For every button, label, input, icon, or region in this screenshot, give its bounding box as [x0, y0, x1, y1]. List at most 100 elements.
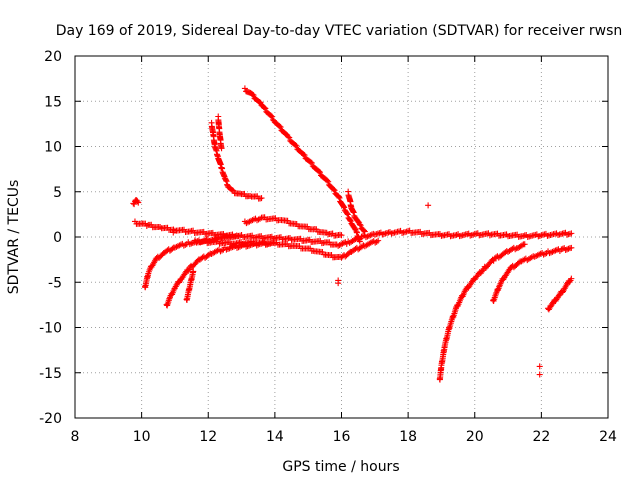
- x-tick-label: 12: [199, 429, 217, 445]
- x-tick-label: 24: [599, 429, 617, 445]
- y-tick-label: 20: [44, 49, 62, 65]
- data-point: [316, 169, 323, 176]
- data-point: [230, 187, 237, 194]
- data-point: [134, 198, 141, 205]
- data-point: [335, 280, 342, 287]
- data-point: [268, 112, 275, 119]
- data-point: [218, 247, 225, 254]
- data-point: [350, 208, 357, 215]
- data-point: [344, 211, 351, 218]
- data-point: [241, 85, 248, 92]
- data-point: [218, 145, 225, 152]
- y-tick-label: -15: [39, 366, 62, 382]
- data-point: [301, 152, 308, 159]
- data-point: [223, 178, 230, 185]
- data-point: [350, 209, 357, 216]
- data-point: [338, 232, 345, 239]
- data-point: [135, 199, 142, 206]
- x-tick-label: 8: [71, 429, 80, 445]
- data-point: [360, 227, 367, 234]
- y-tick-label: 0: [53, 230, 62, 246]
- data-point: [564, 246, 571, 253]
- y-axis-label: SDTVAR / TECUs: [6, 180, 22, 295]
- data-point: [356, 238, 363, 245]
- data-point: [269, 113, 276, 120]
- data-point: [166, 295, 173, 302]
- data-point: [357, 222, 364, 229]
- data-point: [375, 237, 382, 244]
- data-point: [520, 233, 527, 240]
- data-point: [325, 178, 332, 185]
- data-point: [425, 202, 432, 209]
- data-point: [340, 203, 347, 210]
- data-marks: [130, 85, 575, 383]
- data-point: [568, 244, 575, 251]
- data-point: [257, 215, 264, 222]
- data-point: [335, 193, 342, 200]
- x-tick-label: 16: [333, 429, 351, 445]
- data-point: [331, 187, 338, 194]
- data-point: [307, 159, 314, 166]
- data-point: [131, 201, 138, 208]
- data-point: [521, 241, 528, 248]
- data-point: [157, 223, 164, 230]
- data-point: [562, 246, 569, 253]
- data-point: [492, 291, 499, 298]
- data-point: [308, 159, 315, 166]
- data-point: [344, 210, 351, 217]
- y-tick-label: -10: [39, 321, 62, 337]
- data-point: [361, 228, 368, 235]
- data-point: [286, 134, 293, 141]
- data-point: [403, 228, 410, 235]
- data-point: [356, 221, 363, 228]
- data-point: [568, 230, 575, 237]
- data-point: [336, 194, 343, 201]
- x-axis-label: GPS time / hours: [282, 459, 399, 475]
- y-tick-label: 10: [44, 140, 62, 156]
- data-point: [256, 98, 263, 105]
- data-point: [223, 177, 230, 184]
- data-point: [496, 283, 503, 290]
- data-point: [479, 267, 486, 274]
- x-tick-label: 10: [133, 429, 151, 445]
- data-point: [512, 246, 519, 253]
- data-point: [453, 231, 460, 238]
- data-point: [324, 177, 331, 184]
- data-point: [568, 275, 575, 282]
- data-point: [249, 91, 256, 98]
- y-tick-label: 15: [44, 94, 62, 110]
- data-point: [355, 218, 362, 225]
- x-tick-label: 14: [266, 429, 284, 445]
- data-point: [341, 204, 348, 211]
- data-point: [558, 246, 565, 253]
- data-point: [352, 225, 359, 232]
- data-point: [330, 186, 337, 193]
- data-point: [559, 245, 566, 252]
- data-point: [347, 217, 354, 224]
- y-tick-label: 5: [53, 185, 62, 201]
- x-tick-label: 20: [466, 429, 484, 445]
- chart-title: Day 169 of 2019, Sidereal Day-to-day VTE…: [56, 23, 623, 39]
- x-tick-label: 22: [532, 429, 550, 445]
- data-point: [235, 233, 242, 240]
- data-point: [229, 186, 236, 193]
- data-point: [315, 168, 322, 175]
- y-tick-label: -5: [48, 275, 62, 291]
- data-point: [277, 124, 284, 131]
- data-point: [258, 195, 265, 202]
- data-point: [536, 371, 543, 378]
- data-point: [285, 133, 292, 140]
- x-tick-label: 18: [399, 429, 417, 445]
- data-point: [170, 229, 177, 236]
- data-point: [300, 151, 307, 158]
- data-point: [190, 268, 197, 275]
- data-point: [262, 105, 269, 112]
- y-tick-label: -20: [39, 411, 62, 427]
- tick-labels: 8 10 12 14 16 18 20 22 24 20 15 10 5 0 -5 -10 -15 -20: [39, 49, 617, 445]
- data-point: [292, 142, 299, 149]
- data-point: [536, 363, 543, 370]
- data-point: [250, 92, 257, 99]
- data-point: [261, 104, 268, 111]
- data-point: [340, 239, 347, 246]
